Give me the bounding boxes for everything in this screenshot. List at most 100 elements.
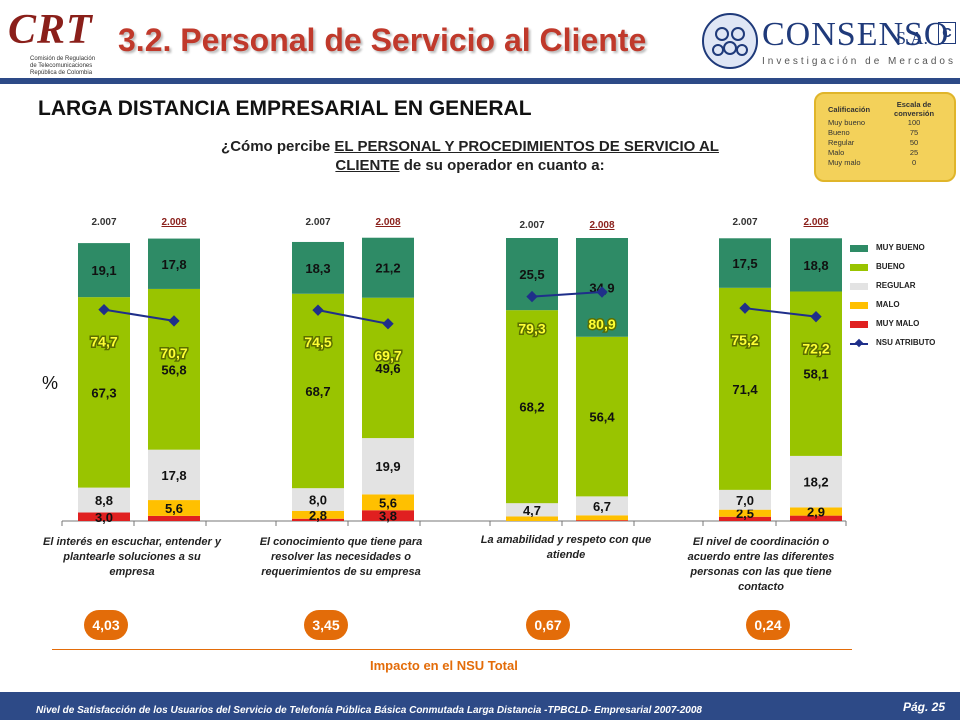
category-label: El interés en escuchar, entender y plant…	[43, 536, 221, 578]
bar-segment-muy-bueno	[78, 243, 130, 298]
y-unit-label: %	[42, 373, 59, 393]
section-subtitle: LARGA DISTANCIA EMPRESARIAL EN GENERAL	[38, 97, 532, 120]
bar-segment-muy-bueno	[292, 241, 344, 294]
rating-scale-box: Calificación Escala de conversión Muy bu…	[814, 92, 956, 182]
chart-legend: MUY BUENO BUENO REGULAR MALO MUY MALO NS…	[850, 243, 960, 357]
data-label: 25,5	[519, 267, 544, 282]
consenso-subtitle: Investigación de Mercados	[762, 56, 956, 67]
data-label: 3,0	[95, 510, 113, 525]
bar-segment-regular	[292, 488, 344, 511]
bar-segment-muy-malo	[576, 520, 628, 521]
question-emphasis: EL PERSONAL Y PROCEDIMIENTOS DE SERVICIO…	[334, 138, 719, 174]
data-label: 68,7	[305, 384, 330, 399]
data-label: 3,8	[379, 509, 397, 524]
scale-row-value: 75	[909, 128, 919, 137]
data-label: 18,3	[305, 261, 330, 276]
data-label: 2,5	[736, 506, 754, 521]
data-label: 49,6	[375, 361, 400, 376]
bar-segment-muy-malo	[362, 510, 414, 521]
data-label: 2,8	[309, 508, 327, 523]
crt-logo: CRT	[8, 7, 93, 53]
footer-text: Nivel de Satisfacción de los Usuarios de…	[36, 705, 702, 716]
scale-row-value: 50	[909, 138, 919, 147]
legend-item-regular: REGULAR	[850, 281, 960, 300]
bar-segment-malo	[790, 507, 842, 516]
data-label: 17,8	[161, 257, 186, 272]
legend-label: MALO	[876, 300, 900, 309]
header-divider	[0, 78, 960, 84]
nsu-value-label: 69,7	[374, 348, 401, 364]
data-label: 19,1	[91, 263, 116, 278]
nsu-marker-icon	[526, 290, 538, 303]
bar-segment-bueno	[78, 297, 130, 488]
nsu-value-label: 70,7	[160, 345, 187, 361]
category-label: El conocimiento que tiene para resolver …	[259, 536, 423, 578]
scale-row-value: 25	[909, 148, 919, 157]
bar-segment-muy-malo	[148, 515, 200, 521]
legend-label: REGULAR	[876, 281, 916, 290]
nsu-value-label: 74,7	[90, 334, 117, 350]
scale-row-label: Muy malo	[828, 158, 861, 167]
page-number: Pág. 25	[903, 700, 946, 714]
scale-row-label: Muy bueno	[828, 118, 866, 127]
bar-segment-regular	[506, 503, 558, 517]
bar-segment-bueno	[719, 287, 771, 490]
nsu-value-label: 79,3	[518, 321, 545, 337]
data-label: 18,8	[803, 258, 828, 273]
bar-segment-muy-bueno	[790, 238, 842, 292]
bar-segment-malo	[292, 510, 344, 519]
impact-value-badge: 3,45	[304, 610, 348, 640]
nsu-marker-icon	[312, 304, 324, 316]
data-label: 8,8	[95, 493, 113, 508]
bar-segment-muy-bueno	[362, 237, 414, 298]
nsu-line	[531, 291, 603, 298]
bar-segment-muy-bueno	[719, 238, 771, 288]
data-label: 5,6	[165, 501, 183, 516]
data-label: 6,7	[593, 499, 611, 514]
data-label: 19,9	[375, 459, 400, 474]
data-label: 56,4	[589, 410, 615, 425]
nsu-marker-icon	[810, 311, 822, 323]
bar-segment-regular	[719, 489, 771, 510]
nsu-marker-icon	[168, 315, 180, 327]
bar-segment-bueno	[292, 293, 344, 489]
bar-segment-regular	[78, 487, 130, 513]
year-label: 2.007	[519, 220, 545, 231]
data-label: 18,2	[803, 475, 828, 490]
bar-segment-regular	[790, 455, 842, 508]
data-label: 71,4	[732, 382, 758, 397]
data-label: 7,0	[736, 493, 754, 508]
bar-segment-regular	[148, 449, 200, 501]
year-label: 2.008	[161, 217, 187, 228]
data-label: 21,2	[375, 261, 400, 276]
data-label: 17,5	[732, 256, 757, 271]
legend-label: MUY BUENO	[876, 243, 925, 252]
legend-label: MUY MALO	[876, 319, 920, 328]
legend-swatch	[850, 245, 868, 252]
nsu-value-label: 74,5	[304, 334, 331, 350]
impact-value-badge: 0,24	[746, 610, 790, 640]
year-label: 2.008	[803, 217, 829, 228]
year-label: 2.008	[375, 217, 401, 228]
impact-value-badge: 0,67	[526, 610, 570, 640]
scale-row-label: Bueno	[828, 128, 850, 137]
data-label: 58,1	[803, 367, 828, 382]
bar-segment-malo	[362, 494, 414, 511]
legend-item-muy-malo: MUY MALO	[850, 319, 960, 338]
crt-sub-line: de Telecomunicaciones	[30, 63, 93, 69]
consenso-badge-letter: C	[942, 25, 952, 40]
nsu-value-label: 75,2	[731, 332, 758, 348]
nsu-marker-icon	[596, 286, 608, 298]
consenso-logo-icon	[702, 13, 758, 69]
legend-label: NSU ATRIBUTO	[876, 338, 936, 347]
year-label: 2.008	[589, 220, 615, 231]
rating-scale-table: Calificación Escala de conversión Muy bu…	[824, 100, 954, 168]
data-label: 68,2	[519, 400, 544, 415]
data-label: 8,0	[309, 492, 327, 507]
category-label: El nivel de coordinación o acuerdo entre…	[687, 536, 835, 593]
question-prefix: ¿Cómo percibe	[221, 138, 335, 155]
scale-row-value: 100	[907, 118, 921, 127]
scale-header-label: Calificación	[828, 104, 871, 114]
data-label: 56,8	[161, 362, 186, 377]
data-label: 5,6	[379, 495, 397, 510]
